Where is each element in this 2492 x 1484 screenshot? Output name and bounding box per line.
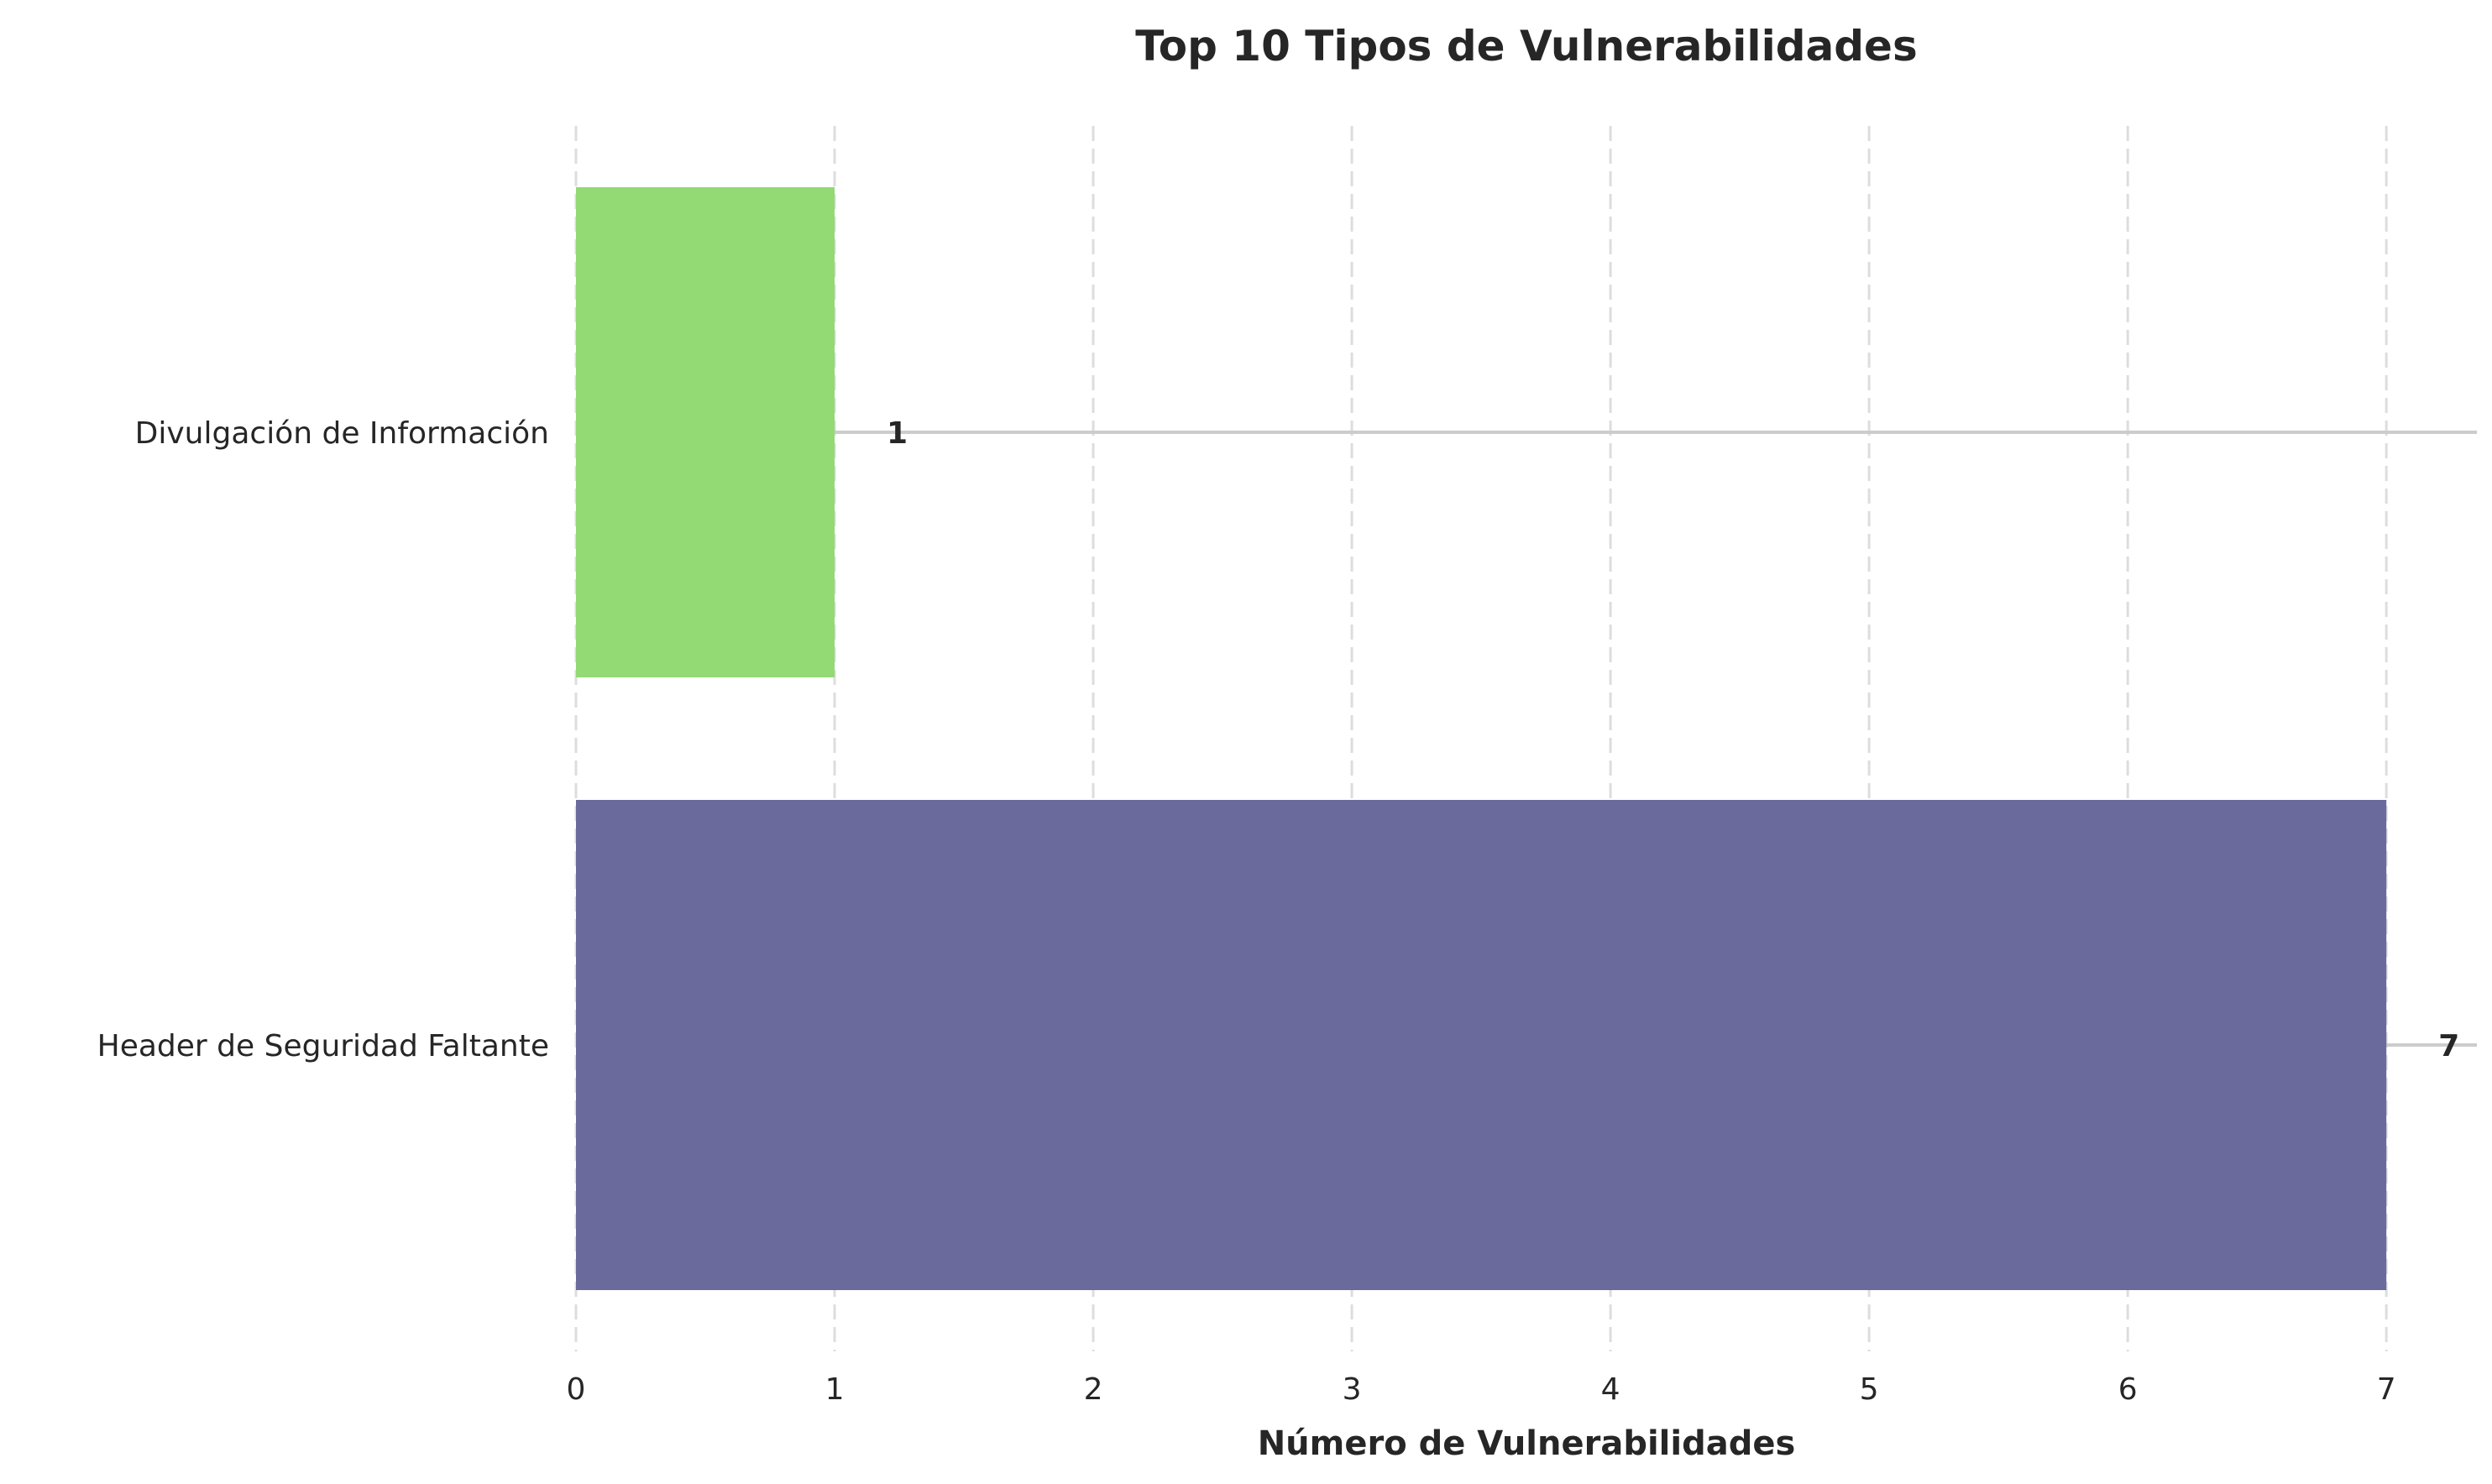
bar-value-label: 1	[887, 416, 908, 451]
x-tick-label: 6	[2118, 1372, 2138, 1407]
chart-title: Top 10 Tipos de Vulnerabilidades	[1135, 22, 1917, 71]
data-labels: 17	[887, 416, 2459, 1063]
x-tick-label: 0	[567, 1372, 586, 1407]
y-ticks: Divulgación de Información Header de Segu…	[97, 416, 549, 1063]
bar	[576, 800, 2387, 1290]
x-tick-label: 3	[1343, 1372, 1362, 1407]
x-tick-label: 1	[825, 1372, 845, 1407]
x-tick-label: 4	[1601, 1372, 1620, 1407]
bars	[576, 187, 2387, 1290]
x-tick-label: 2	[1084, 1372, 1103, 1407]
bar-value-label: 7	[2438, 1029, 2459, 1063]
x-ticks: 0 1 2 3 4 5 6 7	[567, 1372, 2396, 1407]
category-label: Divulgación de Información	[135, 416, 549, 451]
x-tick-label: 7	[2377, 1372, 2396, 1407]
category-label: Header de Seguridad Faltante	[97, 1029, 549, 1063]
x-axis-label: Número de Vulnerabilidades	[1258, 1424, 1796, 1463]
bar	[576, 187, 835, 677]
x-tick-label: 5	[1860, 1372, 1879, 1407]
